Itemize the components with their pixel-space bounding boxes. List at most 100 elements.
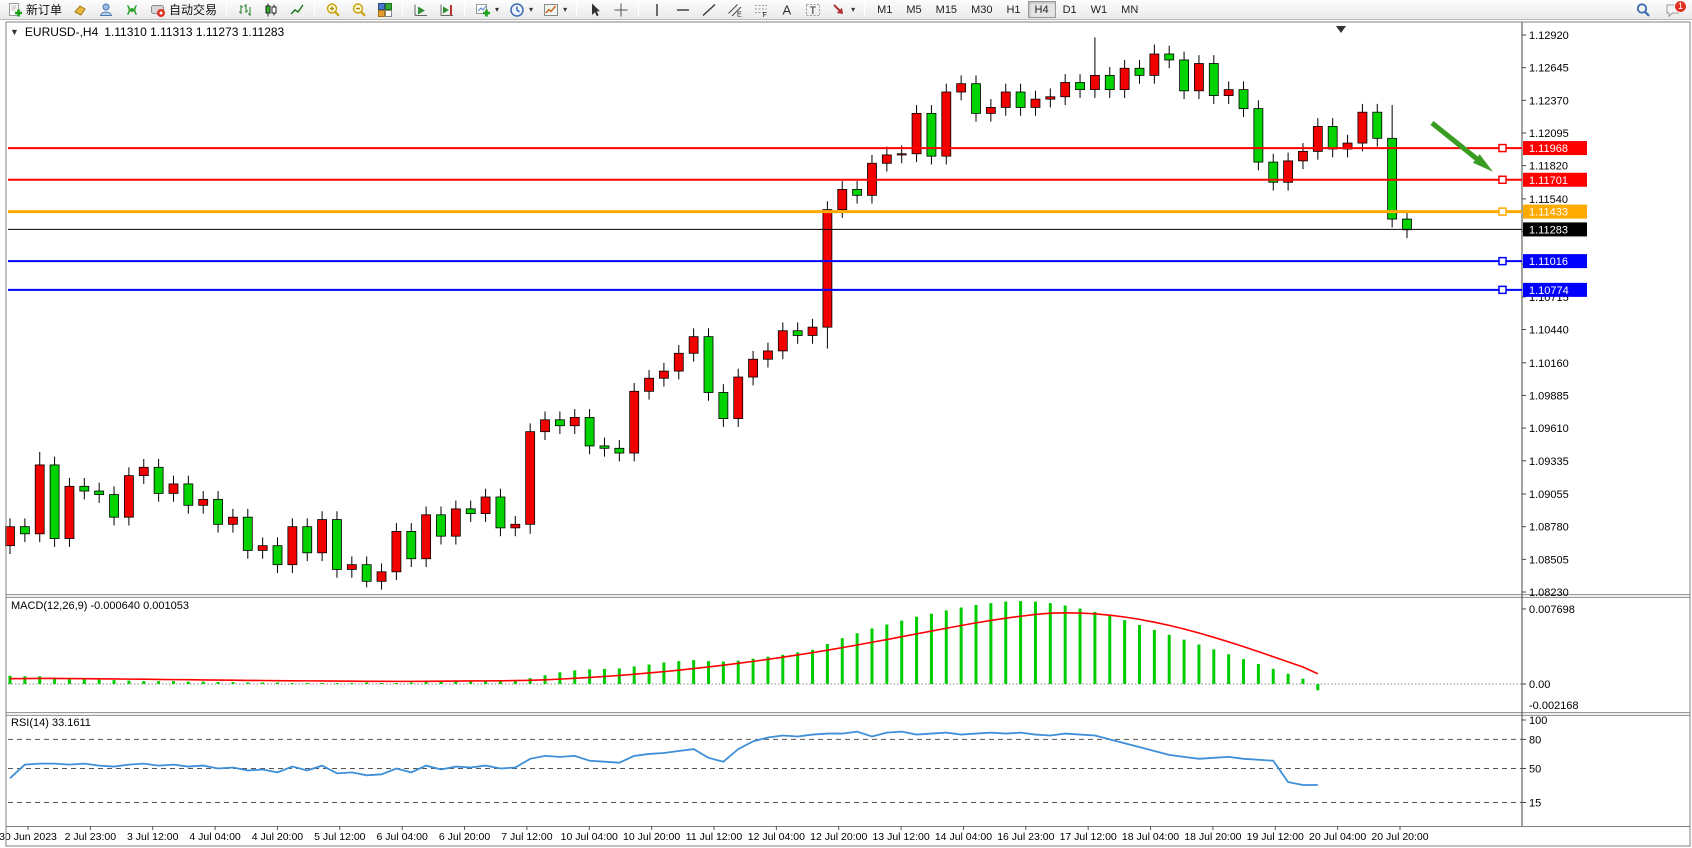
market-watch-button[interactable]	[67, 1, 93, 19]
candle-down	[332, 519, 342, 570]
notifications-button[interactable]: 1	[1660, 0, 1687, 19]
timeframe-m15[interactable]: M15	[935, 3, 958, 16]
templates-button[interactable]: ▾	[538, 1, 572, 19]
line-handle[interactable]	[1498, 285, 1507, 295]
tile-windows-button[interactable]	[372, 1, 398, 19]
text-button[interactable]: A	[774, 1, 800, 19]
candle-down	[94, 490, 105, 496]
price-badge-label: 1.11968	[1529, 143, 1568, 155]
arrows-button[interactable]: ▾	[826, 1, 860, 19]
line-chart-icon	[290, 4, 304, 15]
svg-text:E: E	[737, 11, 742, 18]
timeframe-w1[interactable]: W1	[1090, 3, 1108, 16]
fibonacci-button[interactable]: F	[748, 1, 774, 19]
chart-title: ▼ EURUSD-,H4 1.11310 1.11313 1.11273 1.1…	[10, 25, 284, 39]
candle-up	[376, 571, 387, 582]
candle-up	[391, 531, 402, 573]
candle-down	[153, 466, 164, 494]
market-watch-icon	[74, 4, 86, 16]
trend-arrow-annotation[interactable]	[1430, 121, 1484, 165]
zoom-out-icon	[352, 2, 366, 17]
timeframe-h1[interactable]: H1	[1006, 3, 1021, 16]
candle-up	[287, 526, 298, 566]
candle-down	[242, 516, 253, 551]
candlestick-chart-button[interactable]	[258, 1, 284, 19]
chart-shift-marker[interactable]	[1336, 26, 1346, 33]
periods-button[interactable]: ▾	[504, 1, 538, 19]
vertical-line-button[interactable]	[644, 1, 670, 19]
line-handle[interactable]	[1498, 175, 1507, 185]
auto-trading-button[interactable]: 自动交易	[145, 1, 222, 19]
candle-up	[837, 188, 848, 210]
signals-button[interactable]	[119, 1, 145, 19]
svg-text:100: 100	[1529, 715, 1547, 727]
trendline-button[interactable]	[696, 1, 722, 19]
candle-down	[495, 496, 506, 529]
text-label-button[interactable]: T	[800, 1, 826, 19]
line-chart-button[interactable]	[284, 1, 310, 19]
chevron-down-icon: ▾	[851, 5, 856, 14]
line-handle[interactable]	[1498, 143, 1507, 153]
timeframe-d1[interactable]: D1	[1062, 3, 1077, 16]
new-chart-button[interactable]: ▾	[470, 1, 504, 19]
search-icon	[1636, 2, 1650, 17]
line-handle[interactable]	[1498, 256, 1507, 266]
candle-down	[79, 485, 90, 492]
timeframe-m30[interactable]: M30	[971, 3, 993, 16]
zoom-in-button[interactable]	[320, 1, 346, 19]
zoom-out-button[interactable]	[346, 1, 372, 19]
candle-up	[34, 464, 45, 535]
date-tick-label: 18 Jul 20:00	[1184, 831, 1241, 843]
timeframe-mn[interactable]: MN	[1121, 3, 1139, 16]
candle-up	[941, 91, 952, 157]
cursor-button[interactable]	[582, 1, 608, 19]
chart-shift-button[interactable]	[434, 1, 460, 19]
line-handle[interactable]	[1498, 207, 1507, 216]
date-tick-label: 20 Jul 20:00	[1371, 831, 1428, 843]
equidistant-channel-button[interactable]: E	[722, 1, 748, 19]
date-tick-label: 6 Jul 20:00	[439, 831, 491, 843]
svg-text:50: 50	[1529, 764, 1541, 776]
candle-up	[1223, 89, 1234, 96]
crosshair-icon	[614, 3, 628, 16]
date-tick-label: 2 Jul 23:00	[65, 831, 117, 843]
new-order-button[interactable]: 新订单	[2, 1, 67, 19]
auto-scroll-button[interactable]	[408, 1, 434, 19]
candle-down	[792, 330, 803, 336]
candle-down	[213, 498, 223, 525]
search-button[interactable]	[1630, 1, 1656, 19]
date-tick-label: 16 Jul 23:00	[997, 831, 1054, 843]
candlestick-series	[5, 37, 1412, 590]
trend-arrow-head	[1473, 154, 1493, 172]
candle-up	[1298, 150, 1308, 162]
date-tick-label: 4 Jul 04:00	[189, 831, 241, 843]
timeframe-m1[interactable]: M1	[877, 3, 893, 16]
candle-up	[346, 564, 357, 570]
one-click-trading-toggle[interactable]: ▼	[10, 27, 19, 37]
price-tick-label: 1.12370	[1529, 95, 1569, 107]
timeframe-m5[interactable]: M5	[906, 3, 922, 16]
macd-axis: 0.007698 0.00 -0.002168	[1522, 604, 1579, 712]
crosshair-button[interactable]	[608, 1, 634, 19]
profiles-button[interactable]	[93, 1, 119, 19]
candle-up	[659, 370, 669, 379]
horizontal-line-button[interactable]	[670, 1, 696, 19]
svg-text:A: A	[783, 2, 792, 17]
toolbar-group: 新订单 自动交易	[2, 0, 222, 20]
candle-down	[302, 526, 313, 554]
candle-up	[881, 154, 892, 164]
channel-icon: E	[728, 3, 742, 18]
toolbar-separator	[464, 2, 466, 17]
bar-chart-button[interactable]	[232, 1, 258, 19]
date-tick-label: 3 Jul 12:00	[127, 831, 179, 843]
candle-up	[123, 475, 134, 518]
tile-windows-icon	[378, 2, 393, 17]
price-badge	[1523, 254, 1587, 269]
toolbar-separator	[864, 2, 866, 17]
timeframe-h4[interactable]: H4	[1027, 1, 1056, 18]
toolbar-separator	[314, 2, 316, 17]
date-tick-label: 4 Jul 20:00	[252, 831, 304, 843]
candlestick-icon	[265, 3, 277, 16]
macd-signal-line	[9, 612, 1319, 683]
candle-up	[317, 519, 327, 554]
